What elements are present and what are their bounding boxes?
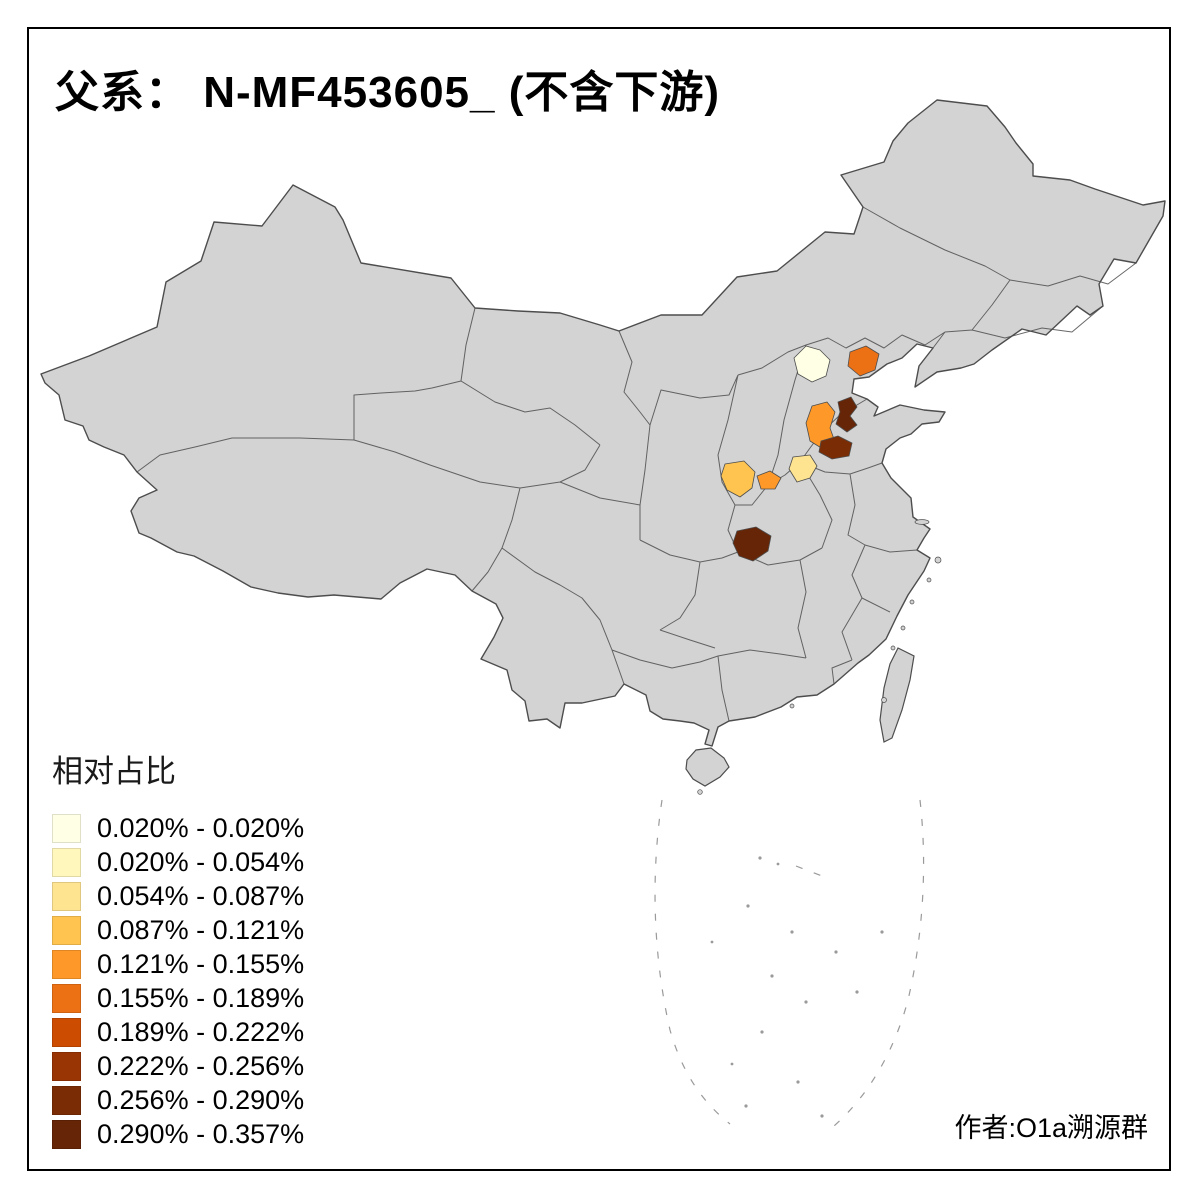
south-china-sea-islets xyxy=(710,856,884,1118)
taiwan-island xyxy=(879,647,915,743)
legend-swatch xyxy=(52,1085,81,1115)
map-highlight-region xyxy=(732,526,772,562)
legend: 相对占比 0.020% - 0.020% 0.020% - 0.054% 0.0… xyxy=(52,746,304,1151)
attribution: 作者:O1a溯源群 xyxy=(954,1113,1148,1143)
legend-row: 0.054% - 0.087% xyxy=(52,879,304,913)
province-borders xyxy=(136,206,1137,722)
legend-label: 0.020% - 0.054% xyxy=(97,846,305,877)
legend-label: 0.256% - 0.290% xyxy=(97,1084,305,1115)
legend-title: 相对占比 xyxy=(52,754,176,789)
legend-row: 0.087% - 0.121% xyxy=(52,913,304,947)
legend-label: 0.189% - 0.222% xyxy=(97,1016,305,1047)
legend-row: 0.121% - 0.155% xyxy=(52,947,304,981)
legend-swatch xyxy=(52,847,81,877)
legend-swatch xyxy=(52,813,81,843)
legend-swatch xyxy=(52,915,81,945)
page-title: 父系： N-MF453605_ (不含下游) xyxy=(55,68,721,117)
legend-row: 0.020% - 0.054% xyxy=(52,845,304,879)
map-highlight-region xyxy=(788,454,818,483)
legend-label: 0.222% - 0.256% xyxy=(97,1050,305,1081)
legend-row: 0.189% - 0.222% xyxy=(52,1015,304,1049)
legend-label: 0.121% - 0.155% xyxy=(97,948,305,979)
legend-label: 0.290% - 0.357% xyxy=(97,1118,305,1149)
mainland-china xyxy=(40,99,1166,747)
dashed-sea-boundary xyxy=(654,799,925,1127)
coastal-islands xyxy=(697,519,942,795)
legend-row: 0.020% - 0.020% xyxy=(52,811,304,845)
legend-row: 0.155% - 0.189% xyxy=(52,981,304,1015)
legend-swatch xyxy=(52,1051,81,1081)
legend-label: 0.155% - 0.189% xyxy=(97,982,305,1013)
legend-label: 0.054% - 0.087% xyxy=(97,880,305,911)
legend-label: 0.087% - 0.121% xyxy=(97,914,305,945)
legend-swatch xyxy=(52,949,81,979)
hainan-island xyxy=(685,747,730,787)
legend-swatch xyxy=(52,1017,81,1047)
map-highlight-region xyxy=(818,435,853,460)
legend-row: 0.256% - 0.290% xyxy=(52,1083,304,1117)
map-highlight-region xyxy=(835,396,858,433)
map-highlight-region xyxy=(756,470,782,490)
legend-row: 0.290% - 0.357% xyxy=(52,1117,304,1151)
map-highlight-region xyxy=(847,345,880,377)
legend-swatch xyxy=(52,983,81,1013)
map-highlight-region xyxy=(720,460,756,498)
legend-swatch xyxy=(52,881,81,911)
legend-label: 0.020% - 0.020% xyxy=(97,812,305,843)
legend-row: 0.222% - 0.256% xyxy=(52,1049,304,1083)
map-highlight-region xyxy=(793,345,831,383)
legend-swatch xyxy=(52,1119,81,1149)
highlight-regions xyxy=(720,345,880,562)
